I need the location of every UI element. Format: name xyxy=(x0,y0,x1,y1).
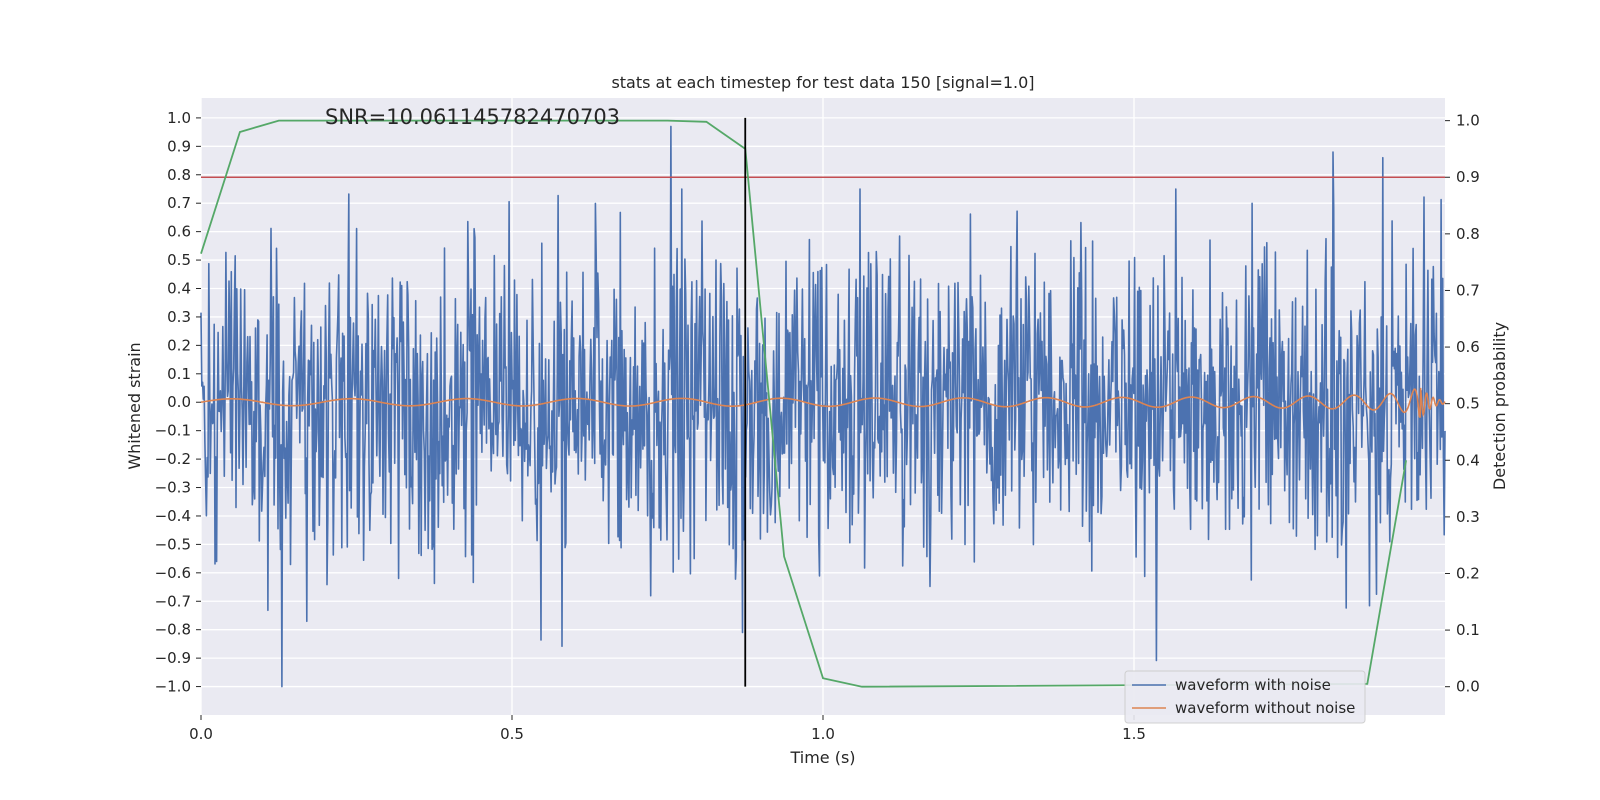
y-right-tick-label: 0.1 xyxy=(1456,621,1480,639)
y-left-tick-label: 0.1 xyxy=(167,365,191,383)
legend: waveform with noise waveform without noi… xyxy=(1124,670,1366,724)
y-left-tick-label: 0.4 xyxy=(167,280,191,298)
y-right-tick-label: 0.2 xyxy=(1456,564,1480,582)
y-left-tick-label: −0.6 xyxy=(155,564,191,582)
x-axis-label: Time (s) xyxy=(789,748,855,767)
y-right-tick-label: 0.4 xyxy=(1456,451,1480,469)
y-left-tick-label: −0.5 xyxy=(155,535,191,553)
x-tick-label: 0.5 xyxy=(500,725,524,743)
series-detection-probability xyxy=(200,119,1407,688)
y-left-tick-label: −0.7 xyxy=(155,592,191,610)
x-tick-label: 0.0 xyxy=(189,725,213,743)
y-left-tick-label: −1.0 xyxy=(155,678,191,696)
legend-label-clean: waveform without noise xyxy=(1175,699,1355,717)
y-left-tick-label: −0.2 xyxy=(155,450,191,468)
y-left-tick-label: 0.8 xyxy=(167,166,191,184)
y-left-tick-label: −0.1 xyxy=(155,422,191,440)
snr-annotation: SNR=10.061145782470703 xyxy=(325,105,620,129)
y-left-tick-label: −0.9 xyxy=(155,649,191,667)
y-left-tick-label: 0.7 xyxy=(167,194,191,212)
y-right-tick-label: 0.3 xyxy=(1456,508,1480,526)
legend-box xyxy=(1124,670,1366,724)
y-left-tick-label: 1.0 xyxy=(167,109,191,127)
y-right-tick-label: 1.0 xyxy=(1456,112,1480,130)
y-right-tick-label: 0.6 xyxy=(1456,338,1480,356)
series-layer xyxy=(200,117,1446,688)
y-left-tick-label: −0.4 xyxy=(155,507,191,525)
x-tick-label: 1.0 xyxy=(811,725,835,743)
y-right-tick-label: 0.8 xyxy=(1456,225,1480,243)
y-left-tick-label: 0.6 xyxy=(167,223,191,241)
y-right-tick-label: 0.7 xyxy=(1456,281,1480,299)
series-waveform-with-noise xyxy=(200,125,1446,688)
y-left-tick-label: −0.8 xyxy=(155,621,191,639)
series-waveform-without-noise xyxy=(200,387,1446,418)
y-left-tick-label: 0.0 xyxy=(167,393,191,411)
y-left-tick-label: 0.5 xyxy=(167,251,191,269)
y-left-tick-label: 0.3 xyxy=(167,308,191,326)
y-axis-label-right: Detection probability xyxy=(1490,322,1509,490)
y-left-tick-label: 0.2 xyxy=(167,336,191,354)
y-right-tick-label: 0.0 xyxy=(1456,678,1480,696)
legend-label-noise: waveform with noise xyxy=(1175,676,1331,694)
x-tick-label: 1.5 xyxy=(1122,725,1146,743)
y-right-tick-label: 0.9 xyxy=(1456,168,1480,186)
y-axis-label-left: Whitened strain xyxy=(125,342,144,469)
y-left-tick-label: 0.9 xyxy=(167,137,191,155)
chart-title: stats at each timestep for test data 150… xyxy=(611,73,1034,92)
y-left-tick-label: −0.3 xyxy=(155,479,191,497)
y-right-tick-label: 0.5 xyxy=(1456,395,1480,413)
axis-ticks: 0.0 0.5 1.0 1.5 1.0 0.9 0.8 0.7 0.6 0.5 0.4 0.3 0.2 0… xyxy=(155,109,1480,743)
